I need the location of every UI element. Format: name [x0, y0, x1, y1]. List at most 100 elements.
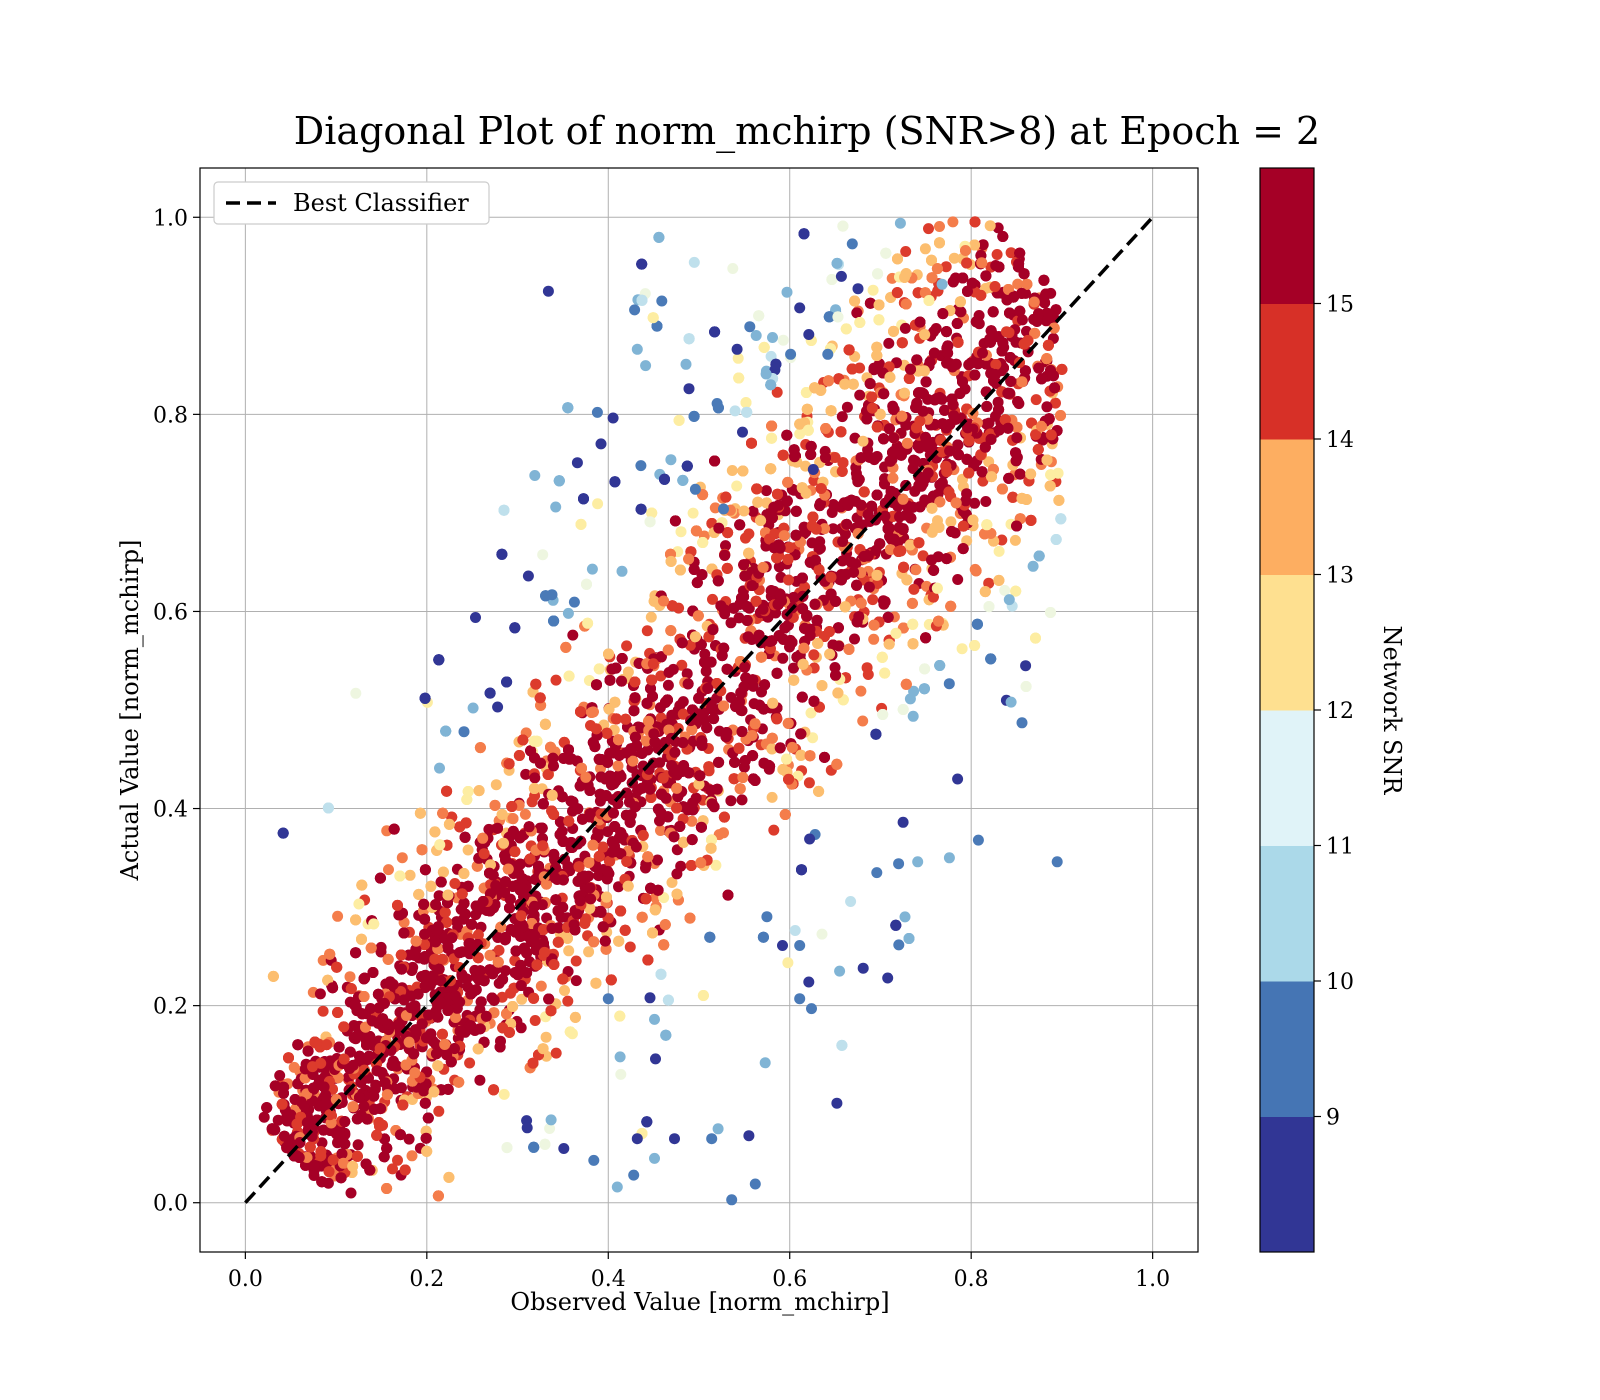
cloud-point — [806, 537, 818, 549]
cloud-point — [662, 679, 674, 691]
cloud-point — [761, 911, 773, 923]
cloud-point — [688, 256, 700, 268]
cloud-point — [893, 939, 905, 951]
cloud-point — [516, 993, 528, 1005]
chart-title: Diagonal Plot of norm_mchirp (SNR>8) at … — [294, 109, 1320, 154]
cloud-point — [272, 1114, 284, 1126]
cloud-point — [676, 659, 688, 671]
cloud-point — [520, 768, 532, 780]
cloud-point — [693, 692, 705, 704]
cloud-point — [640, 735, 652, 747]
cloud-point — [490, 779, 502, 791]
cloud-point — [1021, 325, 1032, 337]
cloud-point — [851, 307, 863, 319]
cloud-point — [483, 823, 495, 835]
cloud-point — [612, 760, 624, 772]
cloud-point — [663, 667, 675, 678]
cloud-point — [766, 791, 778, 803]
cloud-point — [433, 890, 445, 902]
cloud-point — [567, 629, 579, 641]
cloud-point — [529, 772, 541, 784]
cloud-point — [353, 898, 365, 910]
cloud-point — [521, 1122, 533, 1134]
cloud-point — [836, 555, 848, 567]
cloud-point — [344, 971, 356, 983]
cloud-point — [765, 350, 777, 362]
cloud-point — [725, 795, 737, 807]
cloud-point — [544, 1123, 556, 1134]
cloud-point — [540, 1031, 552, 1043]
cloud-point — [899, 322, 911, 334]
cloud-point — [406, 1150, 418, 1162]
cloud-point — [943, 678, 955, 690]
cloud-point — [999, 584, 1011, 596]
cloud-point — [586, 563, 598, 575]
cloud-point — [493, 944, 505, 956]
cloud-point — [952, 574, 964, 585]
cloud-point — [609, 696, 621, 708]
cloud-point — [807, 732, 819, 744]
cloud-point — [837, 457, 849, 469]
cloud-point — [699, 648, 711, 660]
cloud-point — [803, 777, 815, 789]
cloud-point — [421, 1145, 433, 1157]
cloud-point — [671, 844, 683, 856]
cloud-point — [726, 465, 738, 476]
cloud-point — [383, 864, 394, 876]
cloud-point — [375, 941, 387, 953]
cloud-point — [562, 932, 573, 944]
cloud-point — [653, 231, 665, 243]
cloud-point — [731, 480, 743, 492]
cloud-point — [736, 794, 748, 806]
cloud-point — [976, 466, 988, 478]
cloud-point — [969, 497, 981, 509]
cloud-point — [858, 486, 870, 498]
cloud-point — [999, 414, 1011, 426]
cloud-point — [862, 669, 874, 680]
cloud-point — [645, 611, 657, 623]
cloud-point — [980, 496, 992, 507]
cloud-point — [316, 1137, 328, 1149]
cloud-point — [607, 412, 619, 424]
cloud-point — [788, 674, 800, 686]
cloud-point — [713, 829, 725, 841]
cloud-point — [904, 693, 916, 705]
cloud-point — [747, 505, 759, 517]
cloud-point — [789, 925, 801, 936]
cloud-point — [907, 710, 919, 722]
cloud-point — [314, 988, 326, 1000]
cloud-point — [592, 498, 604, 510]
cloud-point — [857, 715, 869, 727]
cloud-point — [500, 965, 511, 977]
cloud-point — [570, 975, 582, 987]
cloud-point — [928, 564, 940, 576]
cloud-point — [515, 1022, 527, 1034]
cloud-point — [836, 411, 848, 423]
cloud-point — [1041, 401, 1053, 413]
cloud-point — [720, 540, 731, 552]
cloud-point — [640, 360, 652, 372]
cloud-point — [550, 1047, 562, 1059]
cloud-point — [595, 763, 606, 775]
cloud-point — [1030, 394, 1042, 406]
cloud-point — [681, 668, 693, 680]
cloud-point — [680, 358, 692, 370]
cloud-point — [725, 692, 737, 703]
cloud-point — [867, 594, 879, 606]
cloud-point — [535, 980, 547, 992]
cloud-point — [980, 418, 992, 430]
cloud-point — [948, 252, 960, 264]
cloud-point — [392, 1154, 403, 1166]
cloud-point — [462, 844, 474, 856]
cloud-point — [854, 389, 866, 401]
cloud-point — [827, 523, 839, 535]
cloud-point — [777, 652, 789, 664]
cloud-point — [700, 665, 712, 677]
cloud-point — [996, 534, 1008, 546]
cloud-point — [816, 928, 828, 940]
cloud-point — [389, 1083, 401, 1095]
cloud-point — [956, 643, 968, 655]
cloud-point — [688, 410, 700, 422]
cloud-point — [740, 532, 751, 544]
cloud-point — [908, 583, 920, 595]
